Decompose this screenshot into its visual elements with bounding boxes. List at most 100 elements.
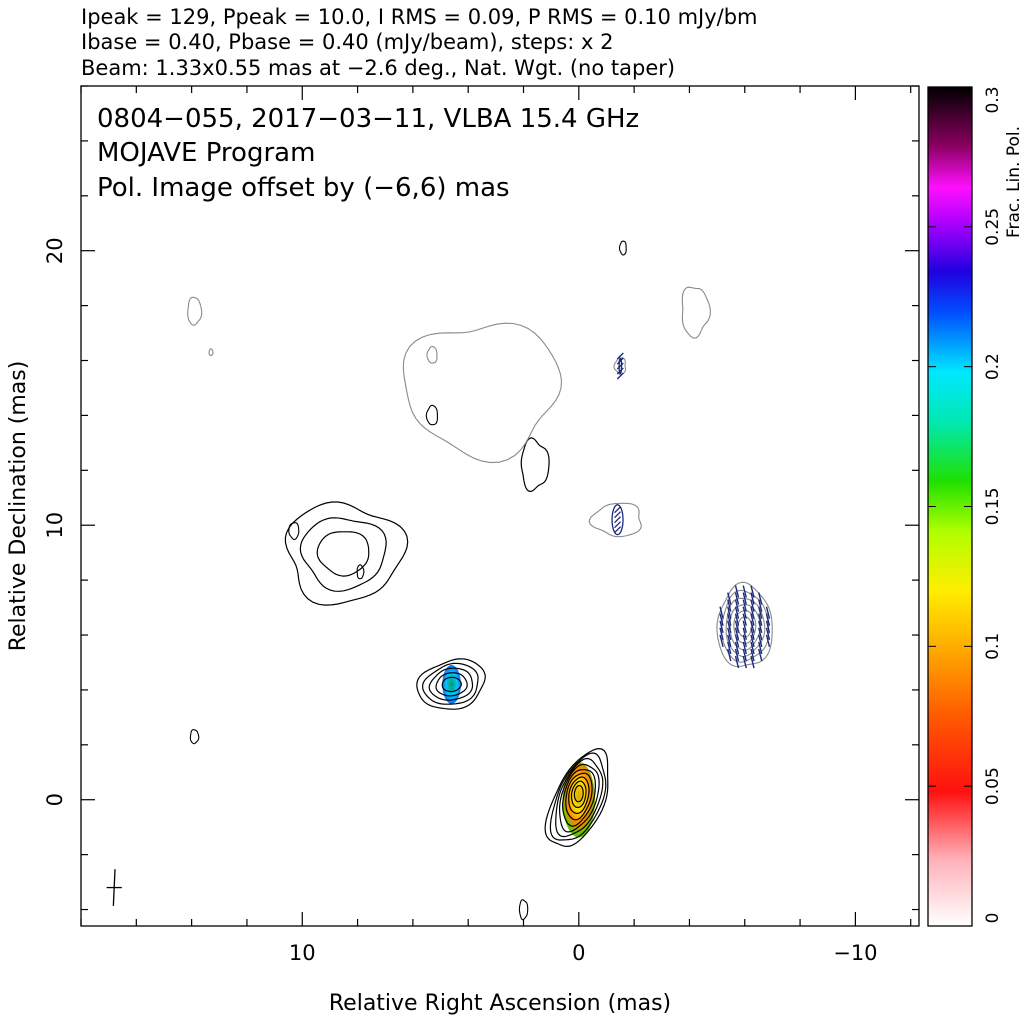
evpa-vector	[734, 634, 740, 648]
noise-contour	[208, 348, 214, 357]
component-knot-3	[520, 437, 550, 493]
pol-core-contour	[737, 616, 752, 638]
panel-subtitle: MOJAVE Program	[97, 138, 315, 168]
evpa-vector	[750, 641, 755, 655]
pol-knot-2-inner	[618, 357, 623, 375]
evpa-vector	[758, 620, 763, 633]
evpa-vector	[719, 627, 724, 641]
noise-contour	[426, 345, 438, 364]
pol-north-blob-contour	[681, 286, 711, 339]
colorbar-label: Frac. Lin. Pol.	[1004, 126, 1024, 238]
header-line-3: Beam: 1.33x0.55 mas at −2.6 deg., Nat. W…	[81, 56, 675, 80]
evpa-vector	[750, 627, 755, 641]
y-tick-label: 10	[43, 512, 67, 539]
evpa-vector	[758, 648, 763, 662]
noise-contour	[187, 296, 203, 326]
evpa-vector	[614, 526, 622, 534]
evpa-vector	[614, 506, 622, 514]
component-core	[544, 747, 609, 848]
evpa-vector	[734, 655, 740, 669]
evpa-vector	[750, 648, 755, 662]
knot-1-pol-fill	[442, 665, 461, 704]
component-pol-knot-2	[613, 352, 627, 380]
evpa-vector	[734, 606, 740, 619]
evpa-vector	[734, 585, 740, 598]
evpa-vector	[616, 372, 624, 380]
evpa-vector	[742, 599, 747, 612]
evpa-vector	[742, 620, 747, 633]
colorbar-tick-label: 0	[983, 913, 1003, 924]
evpa-vector	[742, 627, 747, 641]
core-contour	[573, 785, 584, 803]
beam-marker	[106, 869, 122, 906]
pol-core-contour	[716, 581, 773, 668]
pol-core-contour	[725, 597, 766, 658]
evpa-vector	[616, 357, 624, 365]
evpa-vector	[765, 606, 771, 619]
x-tick-label: 10	[289, 941, 316, 965]
evpa-vector	[750, 655, 755, 669]
evpa-vector	[727, 648, 732, 662]
evpa-vector	[614, 521, 622, 529]
evpa-vector	[742, 634, 747, 648]
pol-knot-1-inner	[611, 504, 624, 536]
evpa-vector	[727, 613, 732, 626]
header-line-2: Ibase = 0.40, Pbase = 0.40 (mJy/beam), s…	[81, 30, 613, 54]
plot-frame	[80, 85, 920, 927]
evpa-vector	[734, 648, 740, 662]
knot-1-contour	[421, 662, 479, 705]
noise-contour	[189, 729, 200, 745]
evpa-vector	[719, 606, 724, 619]
evpa-vector	[750, 606, 755, 619]
evpa-vector	[727, 641, 732, 655]
evpa-vector	[616, 367, 624, 375]
core-contour	[570, 780, 587, 808]
evpa-vector	[727, 592, 732, 605]
evpa-vector	[750, 620, 755, 633]
noise-contour	[288, 522, 300, 541]
core-contour	[561, 769, 597, 827]
pol-knot-1-contour	[588, 502, 642, 538]
evpa-vector	[734, 641, 740, 655]
core-contour	[555, 757, 604, 838]
evpa-vector	[742, 592, 747, 605]
evpa-vector	[727, 599, 732, 612]
evpa-vector	[750, 634, 755, 648]
evpa-vector	[742, 613, 747, 626]
noise-contour	[618, 240, 627, 256]
evpa-vector	[727, 634, 732, 648]
evpa-vector	[727, 627, 732, 641]
colorbar-tick-label: 0.3	[983, 86, 1003, 113]
knot-1-contour	[435, 672, 468, 697]
knot-2-contour	[316, 531, 370, 577]
colorbar-tick-label: 0.05	[983, 767, 1003, 805]
evpa-vector	[765, 620, 771, 633]
knot-1-contour	[416, 658, 486, 710]
evpa-vector	[616, 352, 624, 360]
colorbar-tick-label: 0.25	[983, 208, 1003, 246]
core-contour	[544, 747, 609, 848]
header-line-1: Ipeak = 129, Ppeak = 10.0, I RMS = 0.09,…	[81, 5, 758, 29]
y-tick-label: 20	[43, 237, 67, 264]
axis-tick-labels: 10 0 −10 0 10 20	[43, 237, 878, 965]
evpa-vector	[758, 641, 763, 655]
evpa-vector	[758, 613, 763, 626]
evpa-vector	[719, 620, 724, 633]
component-pol-extended	[402, 322, 563, 464]
evpa-vector	[758, 592, 763, 605]
axis-ticks	[80, 85, 919, 926]
knot-3-contour	[520, 437, 550, 493]
evpa-vector	[616, 362, 624, 370]
evpa-vector	[734, 599, 740, 612]
evpa-vector	[734, 613, 740, 626]
evpa-vector	[742, 648, 747, 662]
core-contour	[565, 772, 593, 821]
evpa-vector	[765, 613, 771, 626]
x-axis-label: Relative Right Ascension (mas)	[329, 991, 671, 1016]
evpa-vector	[742, 641, 747, 655]
evpa-vector	[734, 592, 740, 605]
component-pol-core	[716, 581, 773, 669]
evpa-vector	[750, 599, 755, 612]
evpa-vector	[742, 655, 747, 669]
colorbar-tick-label: 0.2	[983, 353, 1003, 380]
